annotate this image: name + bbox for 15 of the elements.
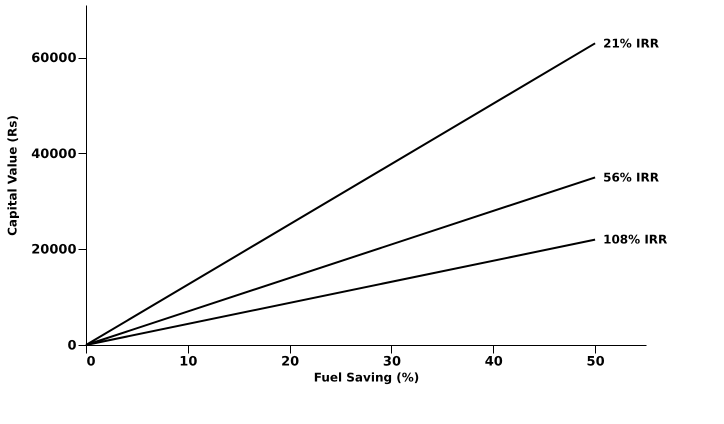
x-tick-label: 10 [179, 354, 198, 370]
x-tick-label: 20 [281, 354, 300, 370]
series-label: 108% IRR [603, 232, 668, 247]
x-tick-label: 50 [586, 354, 605, 370]
y-tick-label: 0 [67, 338, 76, 354]
x-tick-label: 30 [382, 354, 401, 370]
x-tick-label: 0 [86, 354, 96, 370]
x-axis-title: Fuel Saving (%) [314, 370, 420, 384]
x-tick-label: 40 [484, 354, 503, 370]
y-tick-label: 20000 [31, 242, 76, 258]
series-label: 21% IRR [603, 36, 659, 50]
y-axis-title: Capital Value (Rs) [5, 115, 20, 236]
series-label: 56% IRR [603, 170, 659, 184]
y-tick-label: 40000 [31, 146, 76, 162]
y-tick-label: 60000 [31, 51, 76, 66]
